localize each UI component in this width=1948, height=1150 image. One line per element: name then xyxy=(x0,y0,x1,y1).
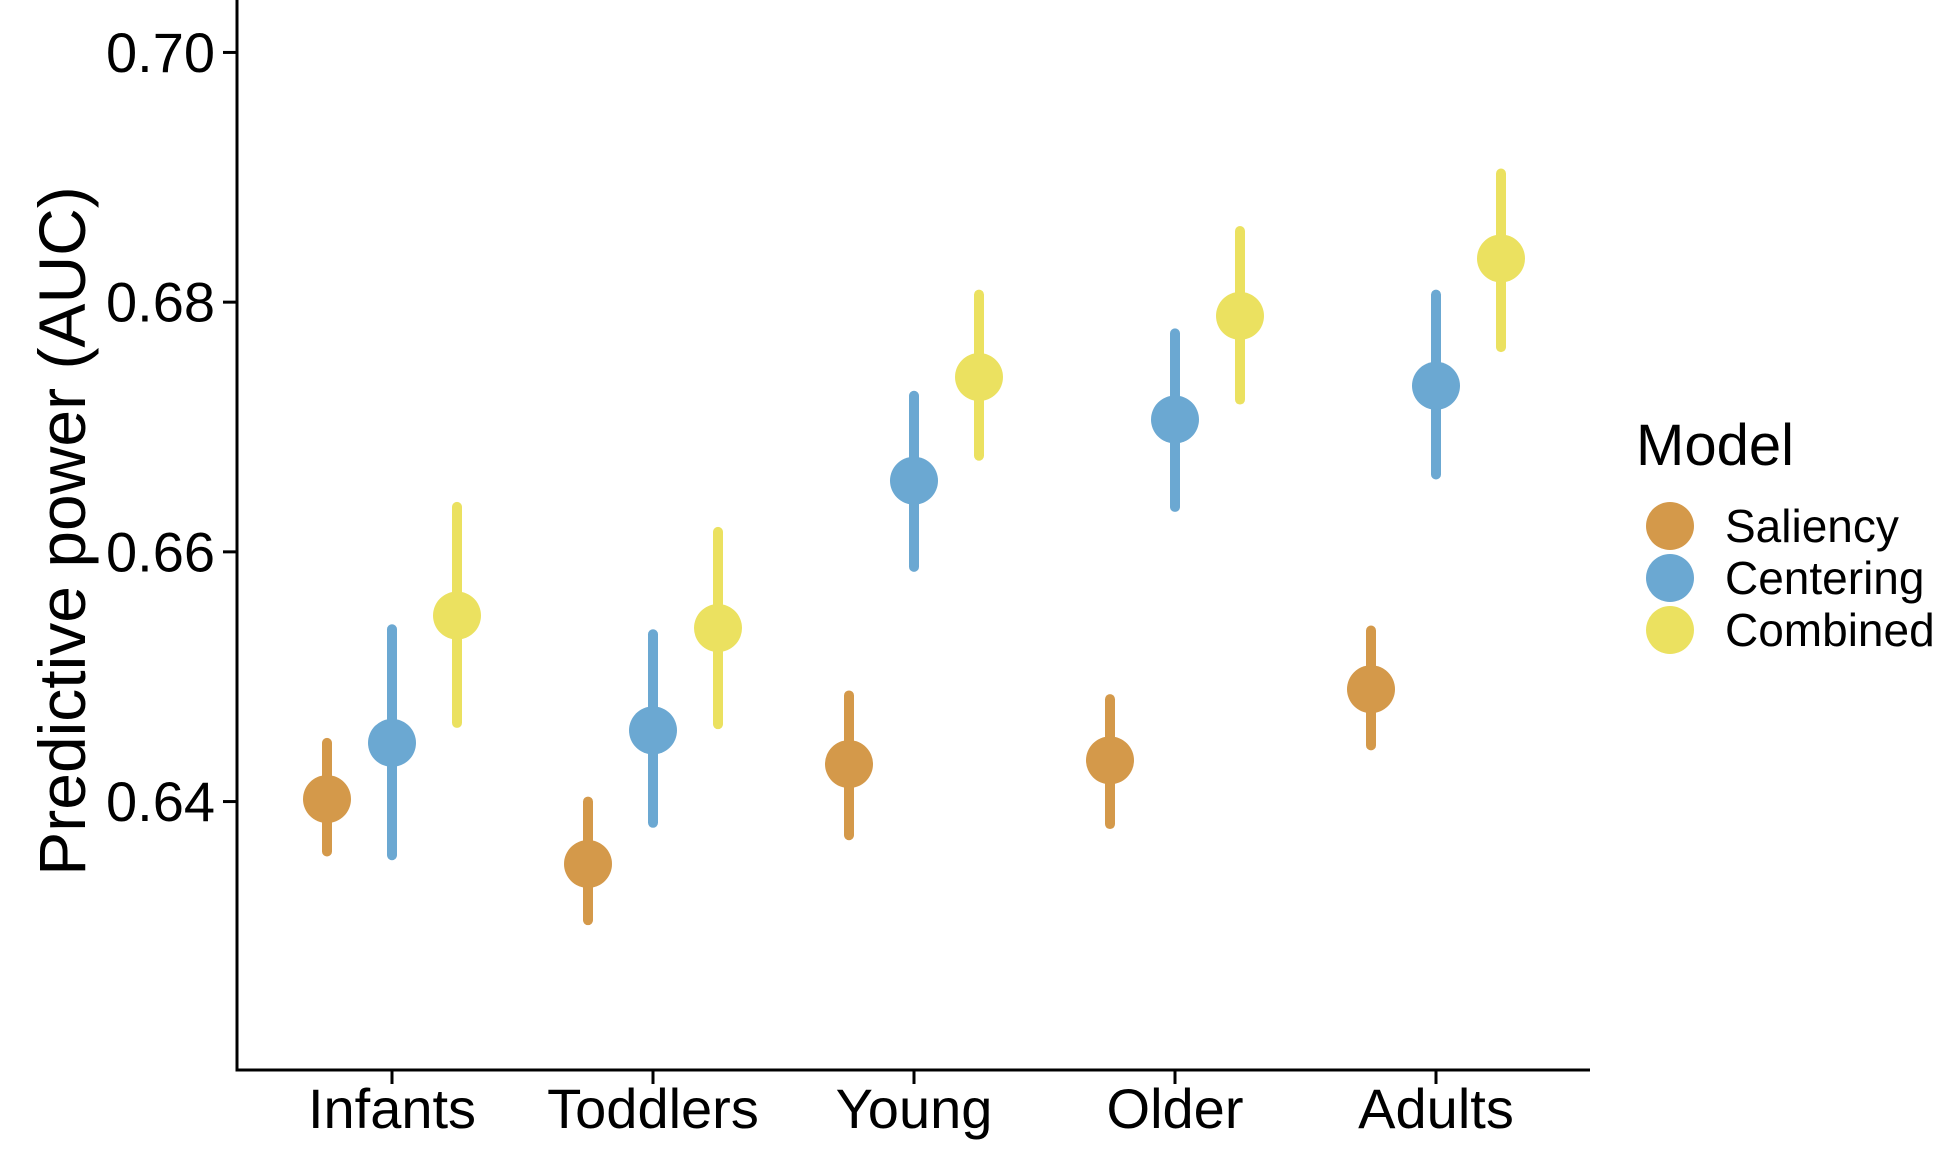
point-centering-older xyxy=(1151,395,1199,444)
series-saliency xyxy=(303,625,1395,926)
point-combined-infants xyxy=(433,591,481,640)
legend-key-centering xyxy=(1646,554,1694,602)
point-saliency-older xyxy=(1086,736,1134,785)
point-combined-older xyxy=(1216,291,1264,340)
point-saliency-adults xyxy=(1347,665,1395,714)
y-axis-label: Predictive power (AUC) xyxy=(25,186,99,876)
point-centering-infants xyxy=(368,718,416,767)
point-saliency-infants xyxy=(303,775,351,824)
point-centering-adults xyxy=(1412,361,1460,410)
x-ticks: Infants Toddlers Young Older Adults xyxy=(308,1070,1514,1140)
legend-label-combined: Combined xyxy=(1725,604,1935,656)
legend-key-saliency xyxy=(1646,502,1694,550)
series-combined xyxy=(433,168,1525,730)
point-centering-young xyxy=(890,456,938,505)
point-combined-young xyxy=(955,353,1003,402)
x-tick-label-infants: Infants xyxy=(308,1077,476,1140)
legend-key-combined xyxy=(1646,606,1694,654)
x-tick-label-young: Young xyxy=(836,1077,993,1140)
legend-title: Model xyxy=(1636,413,1794,478)
point-saliency-young xyxy=(825,740,873,789)
x-tick-label-older: Older xyxy=(1107,1077,1244,1140)
y-ticks: 0.64 0.66 0.68 0.70 xyxy=(106,21,237,833)
x-tick-label-adults: Adults xyxy=(1358,1077,1514,1140)
y-tick-label: 0.68 xyxy=(106,271,215,334)
point-combined-adults xyxy=(1477,234,1525,283)
y-tick-label: 0.70 xyxy=(106,21,215,84)
y-tick-label: 0.64 xyxy=(106,770,215,833)
point-centering-toddlers xyxy=(629,706,677,755)
x-tick-label-toddlers: Toddlers xyxy=(547,1077,759,1140)
point-saliency-toddlers xyxy=(564,839,612,888)
y-tick-label: 0.66 xyxy=(106,520,215,583)
legend-label-saliency: Saliency xyxy=(1725,500,1899,552)
point-combined-toddlers xyxy=(694,604,742,653)
legend-label-centering: Centering xyxy=(1725,552,1924,604)
series-centering xyxy=(368,289,1460,861)
plot-area xyxy=(303,168,1525,926)
